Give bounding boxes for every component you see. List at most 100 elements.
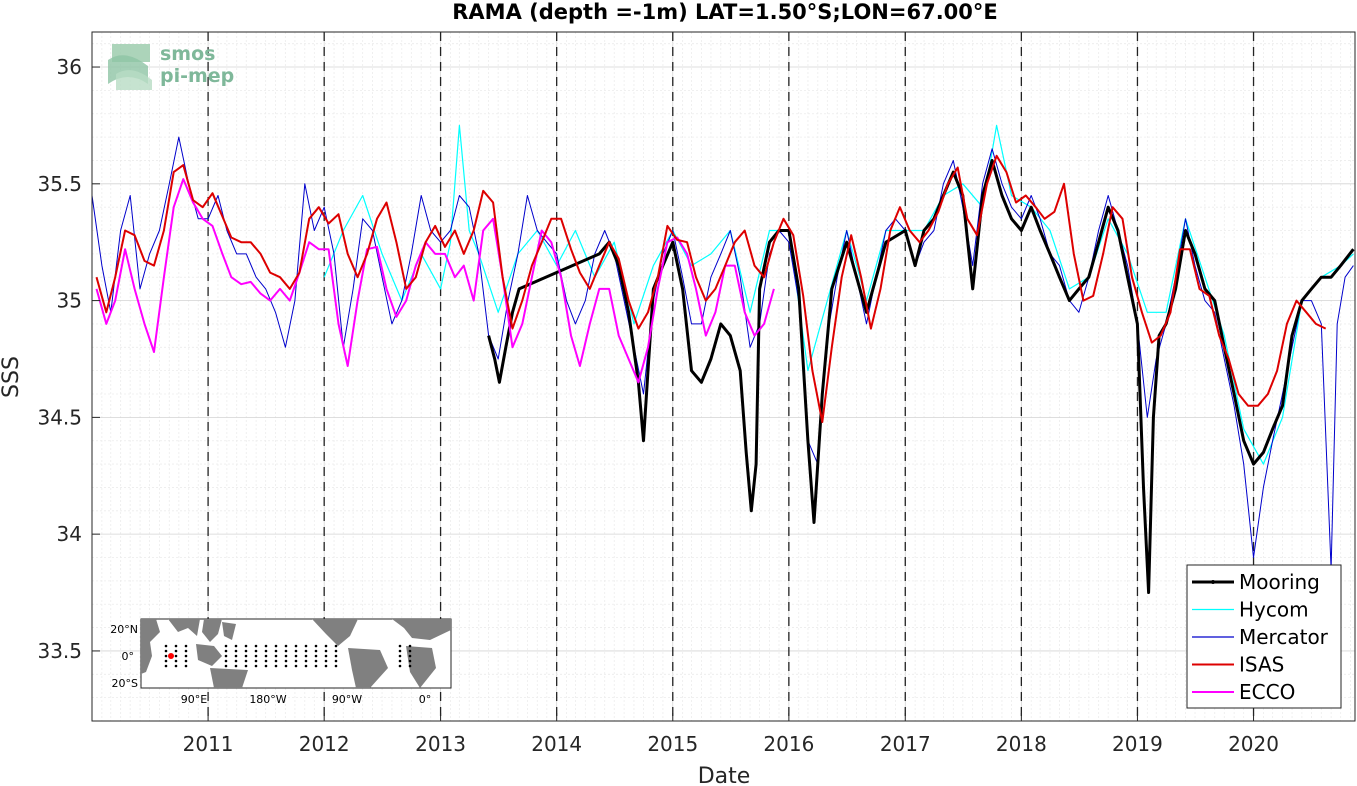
x-tick-label: 2013	[415, 732, 466, 756]
inset-dot	[284, 664, 288, 668]
legend: Mooring Hycom Mercator ISAS ECCO	[1186, 564, 1342, 709]
smos-pi-mep-logo: smos pi-mep	[108, 43, 234, 90]
inset-lon-180w: 180°W	[249, 693, 286, 706]
inset-mooring-dots	[164, 644, 412, 668]
inset-dot	[324, 649, 328, 653]
legend-label-mooring: Mooring	[1239, 570, 1320, 594]
inset-lat-0: 0°	[122, 650, 135, 663]
inset-dot	[224, 664, 228, 668]
inset-dot	[264, 644, 268, 648]
inset-dot	[164, 654, 168, 658]
inset-dot	[224, 659, 228, 663]
inset-dot	[174, 644, 178, 648]
y-tick-label: 35	[57, 289, 82, 313]
logo-line1: smos	[160, 43, 215, 65]
legend-label-hycom: Hycom	[1239, 598, 1309, 622]
inset-dot	[314, 644, 318, 648]
inset-dot	[274, 659, 278, 663]
inset-dot	[304, 664, 308, 668]
inset-dot	[164, 659, 168, 663]
chart-title: RAMA (depth =-1m) LAT=1.50°S;LON=67.00°E	[452, 0, 998, 24]
inset-dot	[254, 664, 258, 668]
inset-dot	[184, 649, 188, 653]
inset-dot	[274, 644, 278, 648]
y-tick-label: 35.5	[37, 172, 82, 196]
inset-dot	[334, 654, 338, 658]
y-tick-label: 36	[57, 55, 82, 79]
inset-dot	[244, 644, 248, 648]
x-tick-label: 2018	[996, 732, 1047, 756]
inset-dot	[408, 664, 412, 668]
inset-dot	[294, 644, 298, 648]
inset-dot	[324, 664, 328, 668]
logo-line2: pi-mep	[160, 65, 234, 87]
inset-map: 20°N 0° 20°S 90°E 180°W 90°W 0°	[110, 618, 452, 706]
inset-dot	[398, 664, 402, 668]
inset-dot	[254, 654, 258, 658]
inset-dot	[174, 664, 178, 668]
grid	[92, 32, 1355, 721]
inset-lon-90w: 90°W	[332, 693, 362, 706]
legend-label-ecco: ECCO	[1239, 680, 1295, 704]
x-tick-label: 2011	[183, 732, 234, 756]
inset-lat-20n: 20°N	[110, 623, 138, 636]
inset-dot	[184, 659, 188, 663]
inset-dot	[408, 649, 412, 653]
inset-dot	[314, 659, 318, 663]
y-axis-label: SSS	[0, 356, 24, 398]
inset-dot	[324, 659, 328, 663]
inset-dot	[234, 649, 238, 653]
inset-dot	[234, 654, 238, 658]
inset-dot	[408, 659, 412, 663]
series-isas	[95, 154, 1327, 423]
inset-dot	[244, 659, 248, 663]
inset-dot	[264, 649, 268, 653]
x-axis-label: Date	[698, 764, 751, 786]
inset-dot	[398, 659, 402, 663]
inset-map-frame	[140, 618, 452, 689]
inset-dot	[324, 654, 328, 658]
x-tick-label: 2014	[531, 732, 582, 756]
inset-dot	[408, 654, 412, 658]
inset-dot	[244, 654, 248, 658]
inset-dot	[224, 644, 228, 648]
inset-land	[141, 619, 451, 688]
inset-dot	[408, 644, 412, 648]
legend-label-mercator: Mercator	[1239, 625, 1329, 649]
plot-frame	[91, 31, 1356, 722]
inset-lat-20s: 20°S	[112, 677, 138, 690]
logo-icon	[108, 44, 152, 90]
inset-dot	[244, 649, 248, 653]
inset-dot	[304, 649, 308, 653]
x-tick-label: 2015	[647, 732, 698, 756]
inset-lon-90e: 90°E	[181, 693, 207, 706]
y-tick-label: 33.5	[37, 639, 82, 663]
inset-dot	[234, 644, 238, 648]
inset-dot	[254, 659, 258, 663]
inset-dot	[304, 659, 308, 663]
y-tick-label: 34.5	[37, 405, 82, 429]
series-mooring	[487, 159, 1355, 594]
axis-ticks	[92, 66, 1255, 721]
inset-dot	[234, 659, 238, 663]
inset-dot	[314, 654, 318, 658]
inset-dot	[314, 664, 318, 668]
inset-dot	[304, 644, 308, 648]
series-ecco	[95, 178, 775, 384]
inset-dot	[184, 644, 188, 648]
inset-dot	[314, 649, 318, 653]
inset-dot	[334, 659, 338, 663]
inset-dot	[274, 654, 278, 658]
inset-lon-0: 0°	[419, 693, 432, 706]
inset-dot	[398, 649, 402, 653]
inset-dot	[234, 664, 238, 668]
inset-dot	[294, 649, 298, 653]
inset-dot	[284, 644, 288, 648]
inset-dot	[264, 654, 268, 658]
x-tick-labels: 2011 2012 2013 2014 2015 2016 2017 2018 2019 2020	[183, 732, 1279, 756]
x-tick-label: 2017	[880, 732, 931, 756]
inset-dot	[398, 654, 402, 658]
inset-dot	[254, 649, 258, 653]
station-marker	[168, 653, 174, 659]
